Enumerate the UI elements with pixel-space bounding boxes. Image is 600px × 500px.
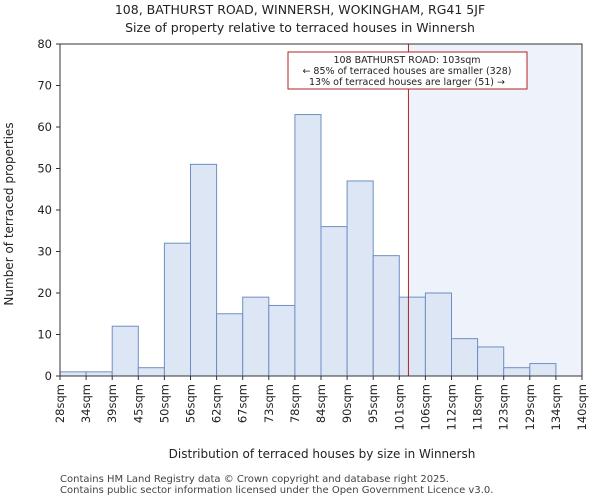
annotation-line-2: ← 85% of terraced houses are smaller (32… <box>302 66 511 77</box>
y-tick-label: 70 <box>37 79 52 93</box>
footer-copyright: Contains HM Land Registry data © Crown c… <box>60 474 449 485</box>
y-tick-label: 60 <box>37 120 52 134</box>
x-tick-label: 28sqm <box>53 384 67 423</box>
y-tick-label: 0 <box>45 369 52 383</box>
bar-62sqm <box>216 313 244 377</box>
bar-78sqm <box>294 114 322 377</box>
annotation-line-3: 13% of terraced houses are larger (51) → <box>309 77 505 88</box>
bar-73sqm <box>268 304 296 377</box>
bar-84sqm <box>320 226 348 377</box>
bar-56sqm <box>190 163 218 377</box>
bar-39sqm <box>111 325 139 377</box>
y-tick-label: 80 <box>37 37 52 51</box>
chart-subtitle: Size of property relative to terraced ho… <box>125 20 475 35</box>
chart-title: 108, BATHURST ROAD, WINNERSH, WOKINGHAM,… <box>115 2 485 17</box>
x-tick-label: 118sqm <box>471 384 485 430</box>
y-tick-label: 40 <box>37 203 52 217</box>
bar-101sqm <box>398 296 426 377</box>
x-tick-label: 106sqm <box>418 384 432 430</box>
x-tick-label: 67sqm <box>236 384 250 423</box>
bar-95sqm <box>372 255 400 377</box>
bar-112sqm <box>451 338 479 377</box>
bar-67sqm <box>242 296 270 377</box>
bar-118sqm <box>477 346 505 377</box>
y-tick-label: 50 <box>37 162 52 176</box>
x-tick-label: 78sqm <box>288 384 302 423</box>
bar-90sqm <box>346 180 374 377</box>
bar-50sqm <box>163 242 191 377</box>
x-tick-label: 123sqm <box>497 384 511 430</box>
x-tick-label: 134sqm <box>549 384 563 430</box>
x-tick-label: 112sqm <box>445 384 459 430</box>
x-tick-label: 39sqm <box>105 384 119 423</box>
x-tick-label: 129sqm <box>523 384 537 430</box>
bar-106sqm <box>424 292 452 377</box>
x-tick-label: 73sqm <box>262 384 276 423</box>
bar-28sqm <box>59 371 87 377</box>
bar-129sqm <box>529 363 557 377</box>
x-tick-label: 45sqm <box>131 384 145 423</box>
bar-34sqm <box>85 371 113 377</box>
annotation-box: 108 BATHURST ROAD: 103sqm ← 85% of terra… <box>287 51 528 90</box>
annotation-line-1: 108 BATHURST ROAD: 103sqm <box>333 55 480 66</box>
bar-45sqm <box>137 367 165 377</box>
x-tick-label: 62sqm <box>210 384 224 423</box>
x-tick-label: 34sqm <box>79 384 93 423</box>
bar-123sqm <box>503 367 531 377</box>
x-tick-label: 140sqm <box>575 384 589 430</box>
y-tick-label: 30 <box>37 245 52 259</box>
y-axis-label: Number of terraced properties <box>2 122 16 305</box>
y-tick-label: 20 <box>37 286 52 300</box>
x-axis-label: Distribution of terraced houses by size … <box>169 447 476 461</box>
x-tick-label: 95sqm <box>366 384 380 423</box>
y-tick-label: 10 <box>37 328 52 342</box>
footer-licence: Contains public sector information licen… <box>60 485 494 496</box>
x-tick-label: 101sqm <box>392 384 406 430</box>
x-tick-label: 84sqm <box>314 384 328 423</box>
x-tick-label: 90sqm <box>340 384 354 423</box>
x-tick-label: 56sqm <box>184 384 198 423</box>
x-tick-label: 50sqm <box>157 384 171 423</box>
